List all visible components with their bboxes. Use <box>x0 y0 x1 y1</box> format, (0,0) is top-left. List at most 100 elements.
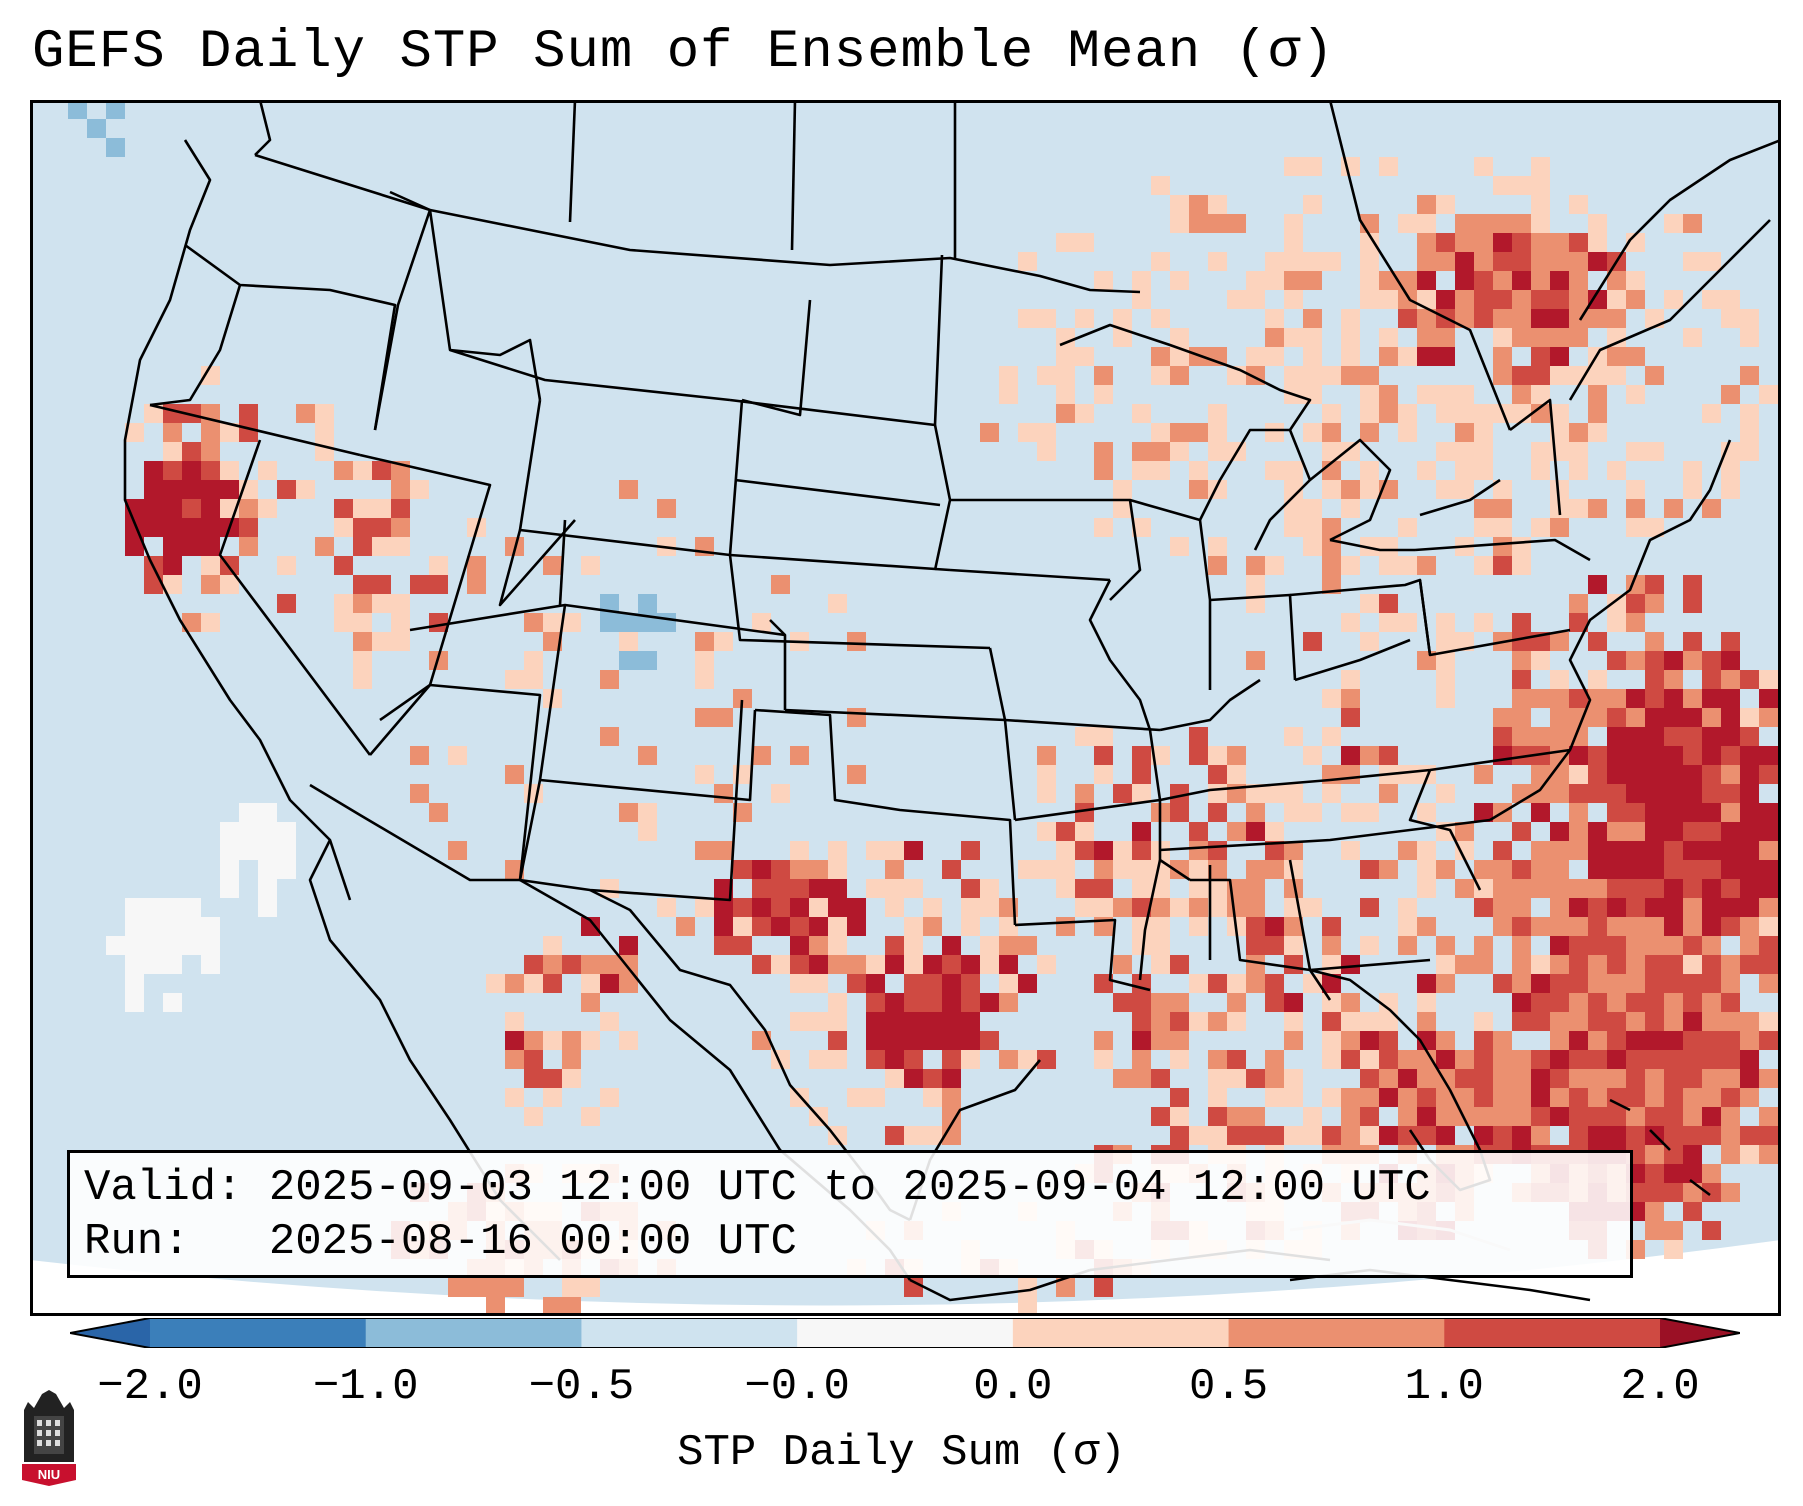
stp-cell <box>714 898 733 917</box>
stp-cell <box>1702 879 1721 898</box>
stp-cell <box>1607 936 1626 955</box>
stp-cell <box>581 556 600 575</box>
stp-cell <box>1227 746 1246 765</box>
stp-cell <box>980 1031 999 1050</box>
stp-cell <box>1740 860 1759 879</box>
stp-cell <box>1607 917 1626 936</box>
stp-cell <box>1588 1012 1607 1031</box>
stp-cell <box>1284 1031 1303 1050</box>
stp-cell <box>182 936 201 955</box>
stp-cell <box>1740 727 1759 746</box>
stp-cell <box>372 537 391 556</box>
stp-cell <box>1645 575 1664 594</box>
stp-cell <box>562 1069 581 1088</box>
stp-cell <box>467 575 486 594</box>
stp-cell <box>1360 594 1379 613</box>
stp-cell <box>1151 936 1170 955</box>
colorbar-tick-label: −0.5 <box>528 1362 635 1412</box>
stp-cell <box>68 100 87 119</box>
stp-cell <box>885 1012 904 1031</box>
stp-cell <box>353 499 372 518</box>
stp-cell <box>1740 1031 1759 1050</box>
stp-cell <box>524 1050 543 1069</box>
colorbar-segment <box>1228 1318 1445 1348</box>
stp-cell <box>562 613 581 632</box>
stp-cell <box>1626 841 1645 860</box>
stp-cell <box>1227 214 1246 233</box>
stp-cell <box>695 632 714 651</box>
stp-cell <box>1056 841 1075 860</box>
stp-cell <box>999 993 1018 1012</box>
stp-cell <box>828 1050 847 1069</box>
stp-cell <box>1721 385 1740 404</box>
stp-cell <box>334 613 353 632</box>
stp-cell <box>1626 1126 1645 1145</box>
stp-cell <box>277 860 296 879</box>
stp-cell <box>1645 803 1664 822</box>
stp-cell <box>1607 860 1626 879</box>
stp-cell <box>923 1069 942 1088</box>
stp-cell <box>1740 1126 1759 1145</box>
stp-cell <box>1246 879 1265 898</box>
stp-cell <box>562 1278 581 1297</box>
stp-cell <box>1322 1088 1341 1107</box>
stp-cell <box>1455 252 1474 271</box>
stp-cell <box>1645 1202 1664 1221</box>
stp-cell <box>391 537 410 556</box>
stp-cell <box>1645 1088 1664 1107</box>
stp-cell <box>1113 480 1132 499</box>
stp-cell <box>1094 1031 1113 1050</box>
stp-cell <box>1721 1126 1740 1145</box>
stp-cell <box>1569 1126 1588 1145</box>
stp-cell <box>1569 955 1588 974</box>
stp-cell <box>220 879 239 898</box>
stp-cell <box>1398 404 1417 423</box>
colorbar-tick-label: 1.0 <box>1404 1362 1484 1412</box>
stp-cell <box>1531 252 1550 271</box>
stp-cell <box>1683 784 1702 803</box>
stp-cell <box>1208 1012 1227 1031</box>
stp-cell <box>1588 499 1607 518</box>
stp-cell <box>1493 366 1512 385</box>
stp-cell <box>1132 860 1151 879</box>
stp-cell <box>1265 993 1284 1012</box>
stp-cell <box>1398 1088 1417 1107</box>
stp-cell <box>1531 974 1550 993</box>
stp-cell <box>1417 233 1436 252</box>
stp-cell <box>1360 746 1379 765</box>
stp-cell <box>1474 1107 1493 1126</box>
stp-cell <box>1588 1088 1607 1107</box>
stp-cell <box>353 518 372 537</box>
stp-cell <box>505 1031 524 1050</box>
valid-time-text: Valid: 2025-09-03 12:00 UTC to 2025-09-0… <box>84 1163 1431 1213</box>
stp-cell <box>1341 708 1360 727</box>
stp-cell <box>1474 765 1493 784</box>
stp-cell <box>1265 841 1284 860</box>
stp-cell <box>1208 252 1227 271</box>
stp-cell <box>1683 1202 1702 1221</box>
stp-cell <box>1436 233 1455 252</box>
stp-cell <box>1607 841 1626 860</box>
stp-cell <box>1189 898 1208 917</box>
stp-cell <box>1322 917 1341 936</box>
stp-cell <box>1550 936 1569 955</box>
stp-cell <box>1113 955 1132 974</box>
stp-cell <box>1550 233 1569 252</box>
stp-cell <box>1056 385 1075 404</box>
stp-cell <box>1721 765 1740 784</box>
stp-cell <box>486 974 505 993</box>
stp-cell <box>1740 423 1759 442</box>
colorbar-segment <box>1012 1318 1230 1348</box>
stp-cell <box>1569 1088 1588 1107</box>
stp-cell <box>1132 404 1151 423</box>
colorbar <box>70 1318 1740 1348</box>
stp-cell <box>1075 727 1094 746</box>
stp-cell <box>1379 1069 1398 1088</box>
stp-cell <box>1246 651 1265 670</box>
stp-cell <box>1588 765 1607 784</box>
stp-cell <box>1721 1031 1740 1050</box>
stp-cell <box>1360 480 1379 499</box>
stp-cell <box>1284 879 1303 898</box>
stp-cell <box>372 594 391 613</box>
stp-cell <box>1360 898 1379 917</box>
